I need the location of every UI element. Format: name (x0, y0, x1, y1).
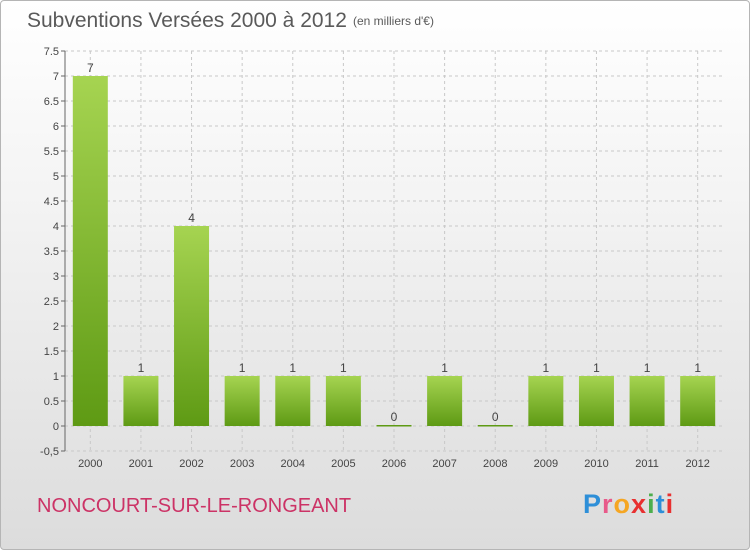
y-tick-label: 5.5 (44, 146, 59, 158)
bar-2004[interactable] (275, 376, 311, 426)
logo-letter: t (655, 489, 666, 519)
logo-letter: i (647, 489, 656, 519)
data-label-2007: 1 (441, 361, 448, 375)
x-tick-label-2005: 2005 (331, 458, 355, 470)
logo-letter: i (665, 489, 675, 519)
y-tick-label: 0 (53, 421, 59, 433)
bar-2003[interactable] (224, 376, 260, 426)
bar-2012[interactable] (680, 376, 716, 426)
data-label-2009: 1 (543, 361, 550, 375)
y-tick-label: 6.5 (44, 96, 59, 108)
bar-2007[interactable] (427, 376, 463, 426)
y-tick-label: 2 (53, 321, 59, 333)
logo-letter: P (583, 489, 603, 519)
chart-subtitle: (en milliers d'€) (353, 14, 434, 28)
x-tick-label-2009: 2009 (534, 458, 558, 470)
bar-2000[interactable] (72, 76, 108, 426)
y-tick-label: 1.5 (44, 346, 59, 358)
data-label-2005: 1 (340, 361, 347, 375)
data-label-2004: 1 (289, 361, 296, 375)
y-tick-label: 3.5 (44, 246, 59, 258)
bar-2001[interactable] (123, 376, 159, 426)
y-tick-label: 5 (53, 171, 59, 183)
y-tick-label: -0,5 (40, 446, 59, 458)
x-tick-label-2004: 2004 (281, 458, 305, 470)
data-label-2002: 4 (188, 211, 195, 225)
y-tick-label: 3 (53, 271, 59, 283)
x-tick-label-2008: 2008 (483, 458, 507, 470)
data-label-2010: 1 (593, 361, 600, 375)
x-tick-label-2010: 2010 (584, 458, 608, 470)
x-tick-label-2000: 2000 (78, 458, 102, 470)
bar-2010[interactable] (578, 376, 614, 426)
y-tick-label: 4 (53, 221, 59, 233)
logo-letter: o (613, 489, 632, 519)
proxiti-logo[interactable]: Proxiti (583, 489, 674, 520)
y-tick-label: 7 (53, 71, 59, 83)
logo-letter: x (631, 489, 648, 519)
data-label-2000: 7 (87, 61, 94, 75)
bar-2006[interactable] (376, 425, 412, 427)
x-tick-label-2001: 2001 (129, 458, 153, 470)
data-label-2003: 1 (239, 361, 246, 375)
data-label-2006: 0 (391, 410, 398, 424)
data-label-2001: 1 (138, 361, 145, 375)
y-tick-label: 7.5 (44, 46, 59, 58)
data-label-2012: 1 (694, 361, 701, 375)
x-tick-label-2012: 2012 (685, 458, 709, 470)
data-label-2008: 0 (492, 410, 499, 424)
bar-2009[interactable] (528, 376, 564, 426)
bar-2011[interactable] (629, 376, 665, 426)
x-tick-label-2002: 2002 (179, 458, 203, 470)
y-tick-label: 2.5 (44, 296, 59, 308)
commune-name: NONCOURT-SUR-LE-RONGEANT (37, 495, 352, 517)
data-label-2011: 1 (644, 361, 651, 375)
y-tick-label: 1 (53, 371, 59, 383)
x-tick-label-2007: 2007 (432, 458, 456, 470)
y-tick-label: 4.5 (44, 196, 59, 208)
y-tick-label: 6 (53, 121, 59, 133)
x-tick-label-2003: 2003 (230, 458, 254, 470)
chart-title: Subventions Versées 2000 à 2012 (27, 9, 347, 32)
logo-letter: r (602, 489, 614, 519)
bar-2008[interactable] (477, 425, 513, 427)
x-tick-label-2006: 2006 (382, 458, 406, 470)
y-tick-label: 0.5 (44, 396, 59, 408)
x-tick-label-2011: 2011 (635, 458, 659, 470)
bar-2002[interactable] (174, 226, 210, 426)
bar-2005[interactable] (325, 376, 361, 426)
